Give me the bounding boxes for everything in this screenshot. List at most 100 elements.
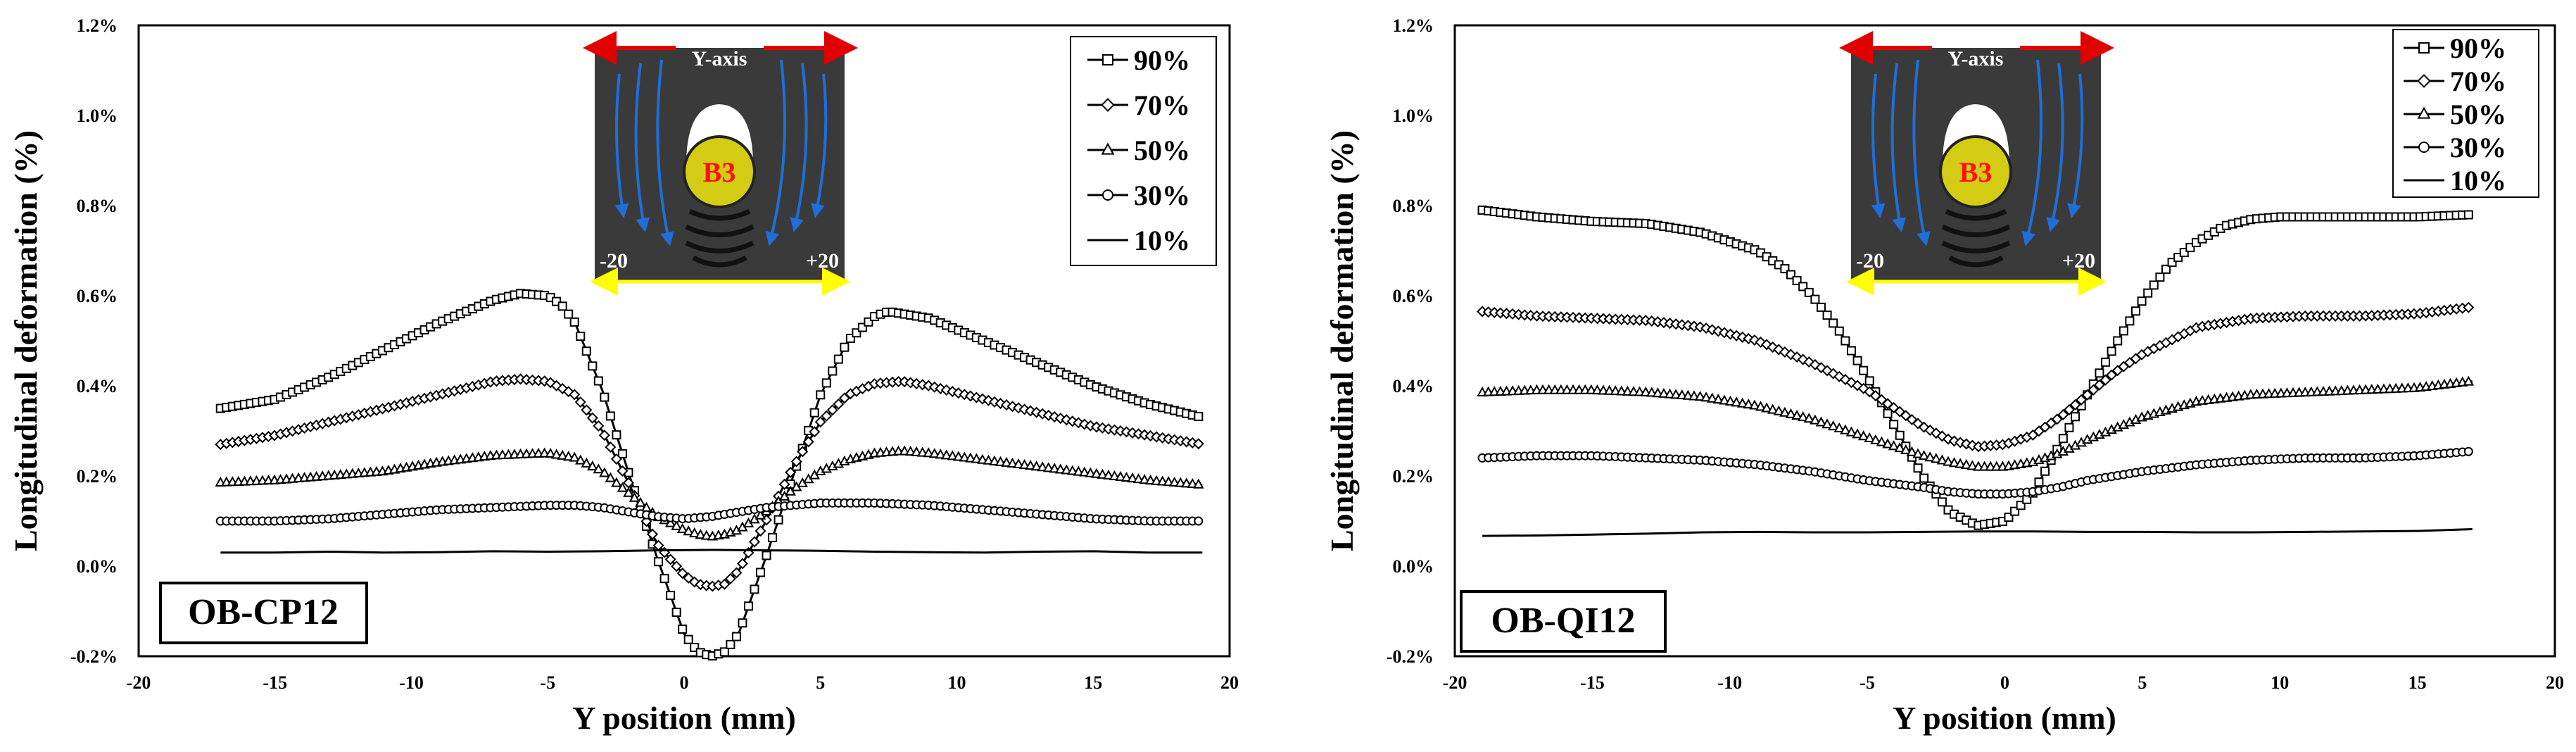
data-point	[1743, 399, 1755, 409]
data-point	[1810, 414, 1821, 425]
y-tick-label: 1.0%	[1393, 106, 1434, 126]
data-point	[1006, 457, 1018, 468]
legend-entry: 70%	[1087, 89, 1190, 121]
data-point	[845, 333, 855, 343]
series-30pct	[1477, 446, 2473, 499]
data-point	[1822, 311, 1832, 320]
x-tick-label: 15	[1084, 672, 1102, 693]
data-point	[1859, 365, 1869, 375]
data-point	[647, 528, 659, 540]
flow-arrow-icon	[2046, 63, 2064, 232]
x-tick-label: 0	[2000, 672, 2009, 693]
data-point	[1786, 270, 1795, 280]
flow-arrow-icon	[790, 63, 808, 232]
data-point	[1037, 461, 1048, 472]
data-point	[1755, 401, 1767, 411]
data-point	[2095, 368, 2104, 378]
data-point	[569, 389, 581, 401]
legend-label: 90%	[2450, 32, 2506, 64]
data-point	[2149, 280, 2159, 290]
x-tick-label: -15	[263, 672, 287, 693]
data-point	[1151, 475, 1162, 485]
data-point	[826, 404, 838, 416]
series-50pct	[1477, 375, 2475, 471]
data-point	[2155, 272, 2165, 282]
data-point	[2463, 210, 2473, 220]
specimen-label-box: OB-QI12	[1460, 590, 1667, 653]
series-90pct	[1477, 205, 2473, 530]
legend-label: 50%	[2450, 99, 2506, 130]
data-point	[1085, 467, 1097, 477]
data-point	[2143, 288, 2153, 298]
data-point	[1001, 456, 1012, 467]
data-point	[2125, 316, 2135, 326]
data-point	[1181, 477, 1192, 488]
legend-label: 70%	[2450, 65, 2506, 97]
inset-diagram: B3 Y-axis -20 +20	[1839, 31, 2114, 296]
bolt-circle	[683, 135, 756, 208]
bolt-circle	[1939, 135, 2012, 208]
data-point	[2130, 306, 2140, 316]
legend-entry: 90%	[2404, 32, 2506, 64]
legend-label: 30%	[1134, 180, 1190, 211]
data-point	[1864, 376, 1874, 386]
data-point	[1736, 397, 1748, 408]
data-point	[666, 591, 676, 601]
y-tick-label: 0.2%	[1393, 466, 1434, 487]
legend-entries: 90% 70% 50% 30% 10%	[1087, 44, 1190, 256]
data-point	[1634, 386, 1646, 396]
data-point	[1682, 389, 1694, 400]
data-point	[1797, 411, 1809, 422]
data-point	[1646, 387, 1658, 397]
data-point	[1943, 456, 1954, 466]
legend: 90%70%50%30%10%	[2392, 29, 2539, 198]
data-point	[2100, 374, 2111, 386]
data-point	[587, 460, 598, 471]
data-point	[774, 515, 783, 525]
data-point	[2004, 513, 2014, 522]
y-axis-label: Longitudinal deformation (%)	[8, 130, 44, 551]
data-point	[2463, 301, 2475, 313]
data-point	[605, 441, 617, 453]
data-point	[719, 647, 729, 657]
data-point	[785, 466, 797, 478]
y-tick-label: 1.2%	[77, 15, 118, 36]
specimen-label-frame	[159, 582, 368, 644]
data-point	[1640, 386, 1651, 396]
data-point	[2119, 326, 2128, 336]
data-point	[1803, 413, 1815, 423]
data-point	[1603, 384, 1615, 395]
data-point	[564, 309, 574, 319]
y-tick-label: 0.8%	[77, 196, 118, 216]
data-point	[1677, 389, 1688, 400]
data-point	[671, 520, 682, 530]
data-point	[1132, 473, 1144, 484]
data-point	[678, 624, 688, 634]
x-tick-label: -5	[1860, 672, 1875, 693]
legend-label: 70%	[1134, 89, 1190, 121]
data-point	[593, 463, 605, 474]
legend-entry: 90%	[1087, 44, 1190, 76]
data-point	[1767, 403, 1779, 414]
data-point	[1895, 430, 1905, 440]
x-axis-label: Y position (mm)	[1893, 700, 2116, 736]
data-point	[1079, 466, 1090, 477]
data-point	[852, 328, 861, 338]
data-point	[1144, 475, 1156, 485]
data-point	[2185, 243, 2195, 253]
data-point	[797, 446, 809, 458]
y-tick-label: 0.4%	[77, 376, 118, 396]
data-point	[569, 451, 580, 462]
specimen-label-frame	[1460, 590, 1667, 653]
data-point	[1955, 458, 1966, 468]
inset-top-label: Y-axis	[692, 47, 747, 70]
data-point	[2101, 357, 2111, 367]
data-point	[1163, 476, 1174, 487]
legend-marker	[2418, 42, 2430, 54]
data-point	[2016, 501, 2026, 510]
y-axis-label: Longitudinal deformation (%)	[1324, 130, 1360, 551]
data-point	[683, 525, 694, 536]
data-point	[756, 568, 765, 577]
data-point	[1816, 302, 1826, 312]
data-point	[557, 301, 567, 311]
